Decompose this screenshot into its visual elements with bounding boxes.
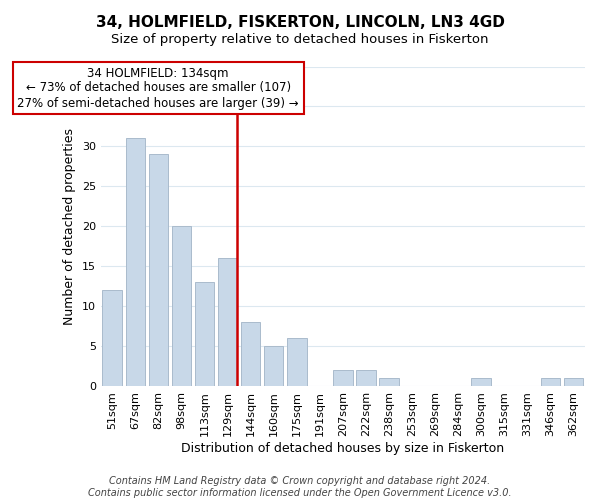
Bar [356, 370, 376, 386]
Bar [379, 378, 399, 386]
Bar [241, 322, 260, 386]
Bar [103, 290, 122, 386]
Y-axis label: Number of detached properties: Number of detached properties [63, 128, 76, 325]
Bar [287, 338, 307, 386]
Bar [541, 378, 560, 386]
X-axis label: Distribution of detached houses by size in Fiskerton: Distribution of detached houses by size … [181, 442, 505, 455]
Text: Contains HM Land Registry data © Crown copyright and database right 2024.
Contai: Contains HM Land Registry data © Crown c… [88, 476, 512, 498]
Bar [149, 154, 168, 386]
Text: Size of property relative to detached houses in Fiskerton: Size of property relative to detached ho… [111, 32, 489, 46]
Text: 34, HOLMFIELD, FISKERTON, LINCOLN, LN3 4GD: 34, HOLMFIELD, FISKERTON, LINCOLN, LN3 4… [95, 15, 505, 30]
Bar [172, 226, 191, 386]
Bar [218, 258, 238, 386]
Text: 34 HOLMFIELD: 134sqm
← 73% of detached houses are smaller (107)
27% of semi-deta: 34 HOLMFIELD: 134sqm ← 73% of detached h… [17, 66, 299, 110]
Bar [125, 138, 145, 386]
Bar [472, 378, 491, 386]
Bar [195, 282, 214, 387]
Bar [264, 346, 283, 387]
Bar [563, 378, 583, 386]
Bar [333, 370, 353, 386]
